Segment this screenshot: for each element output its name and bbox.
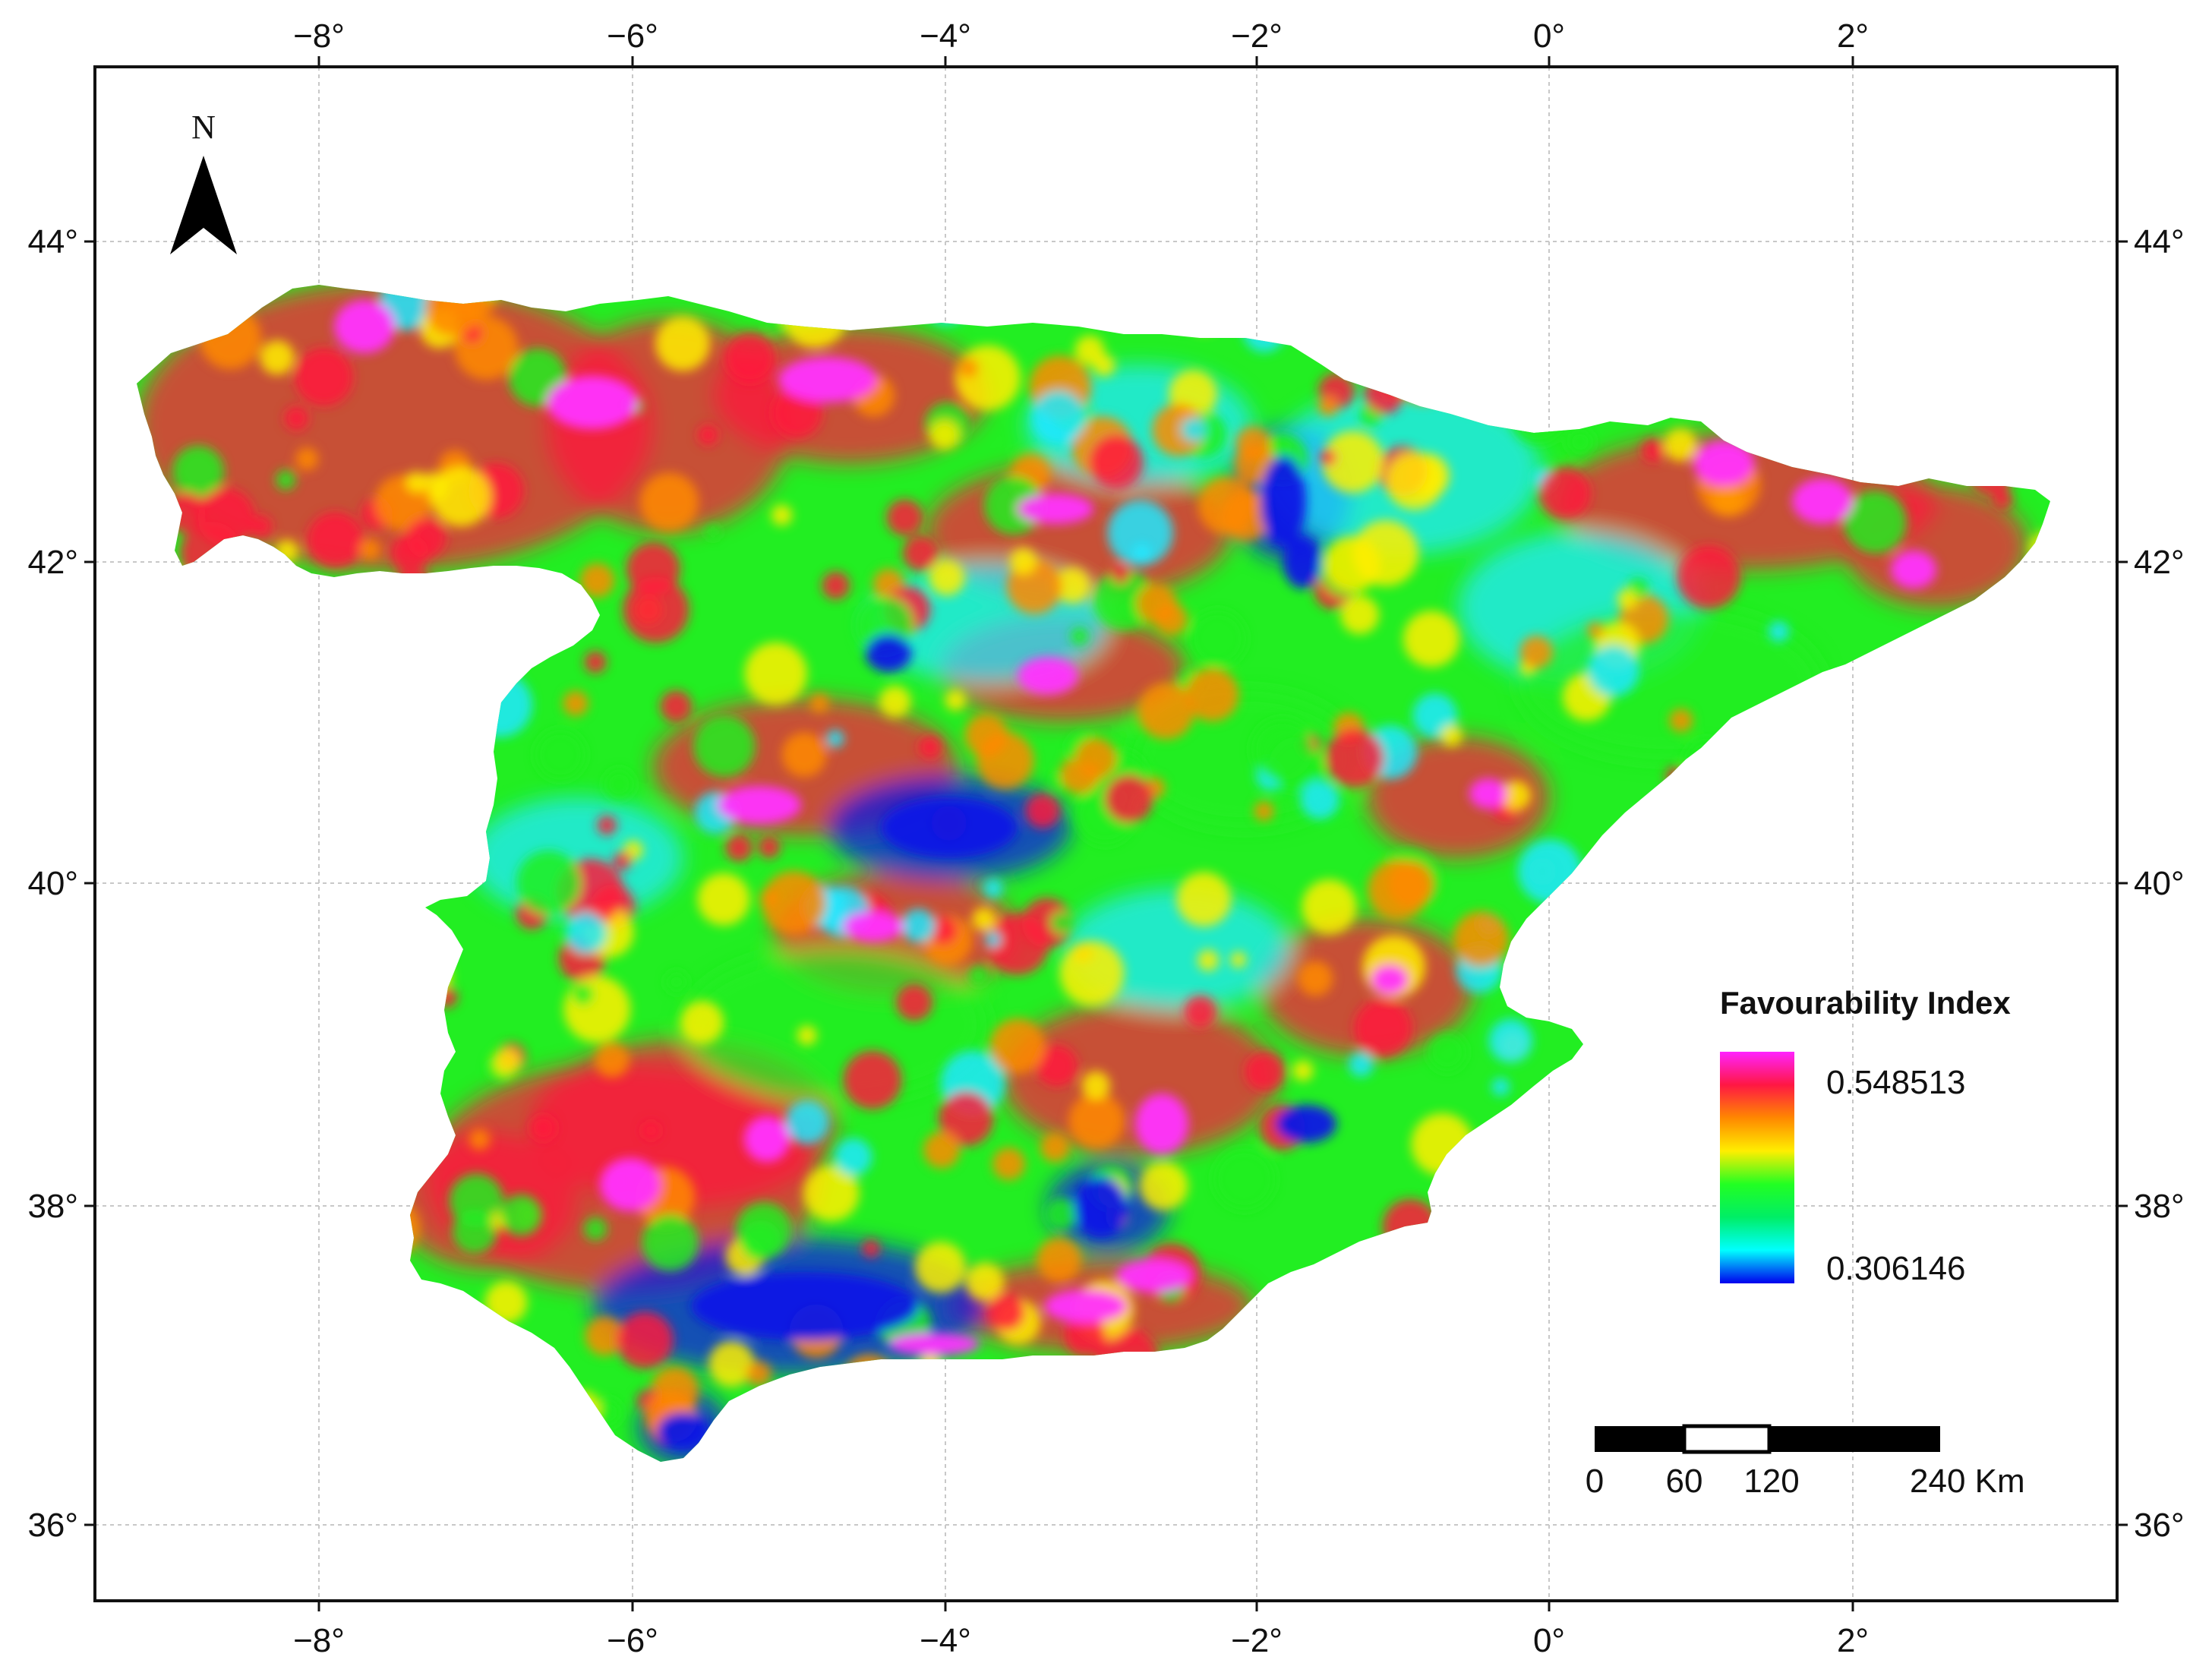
map-frame: [93, 65, 2119, 1602]
x-tick-label-top: −2°: [1231, 17, 1283, 55]
x-tick-label-top: −8°: [293, 17, 345, 55]
y-tick-label-right: 42°: [2134, 544, 2185, 581]
legend-max-value: 0.548513: [1826, 1064, 1966, 1101]
favourability-raster: [137, 285, 2050, 1462]
x-tick-label-top: 2°: [1837, 17, 1869, 55]
x-tick-label-bottom: −8°: [293, 1622, 345, 1659]
y-tick-label-left: 42°: [27, 544, 78, 581]
legend-title: Favourability Index: [1720, 985, 2011, 1021]
scale-label-60: 60: [1666, 1463, 1703, 1500]
scale-segment-3: [1769, 1426, 1940, 1452]
y-tick-label-left: 38°: [27, 1188, 78, 1225]
y-tick-label-right: 40°: [2134, 865, 2185, 902]
x-tick-label-top: 0°: [1533, 17, 1565, 55]
north-arrow: N: [170, 109, 237, 254]
y-tick-label-left: 40°: [27, 865, 78, 902]
y-tick-label-right: 36°: [2134, 1507, 2185, 1544]
axis-ticks: −8° −8° −6° −6° −4° −4° −2° −2° 0° 0° 2° 2° 44° 44° 42…: [27, 17, 2184, 1659]
x-tick-label-bottom: −6°: [607, 1622, 658, 1659]
x-tick-label-bottom: 0°: [1533, 1622, 1565, 1659]
legend-color-bar: [1720, 1052, 1794, 1283]
x-tick-label-bottom: −4°: [920, 1622, 971, 1659]
x-tick-label-bottom: −2°: [1231, 1622, 1283, 1659]
x-tick-label-bottom: 2°: [1837, 1622, 1869, 1659]
scale-label-120: 120: [1743, 1463, 1799, 1500]
x-tick-label-top: −6°: [607, 17, 658, 55]
scale-label-240: 240 Km: [1910, 1463, 2025, 1500]
scale-segment-2: [1682, 1424, 1772, 1454]
y-tick-label-left: 44°: [27, 223, 78, 260]
legend: Favourability Index 0.548513 0.306146: [1720, 985, 2011, 1287]
scale-bar: 0 60 120 240 Km: [1586, 1424, 2025, 1500]
north-label: N: [191, 109, 216, 146]
scale-label-0: 0: [1586, 1463, 1604, 1500]
north-arrow-icon: [170, 156, 237, 254]
legend-min-value: 0.306146: [1826, 1250, 1966, 1287]
y-tick-label-left: 36°: [27, 1507, 78, 1544]
x-tick-label-top: −4°: [920, 17, 971, 55]
y-tick-label-right: 44°: [2134, 223, 2185, 260]
scale-segment-1: [1595, 1426, 1684, 1452]
y-tick-label-right: 38°: [2134, 1188, 2185, 1225]
